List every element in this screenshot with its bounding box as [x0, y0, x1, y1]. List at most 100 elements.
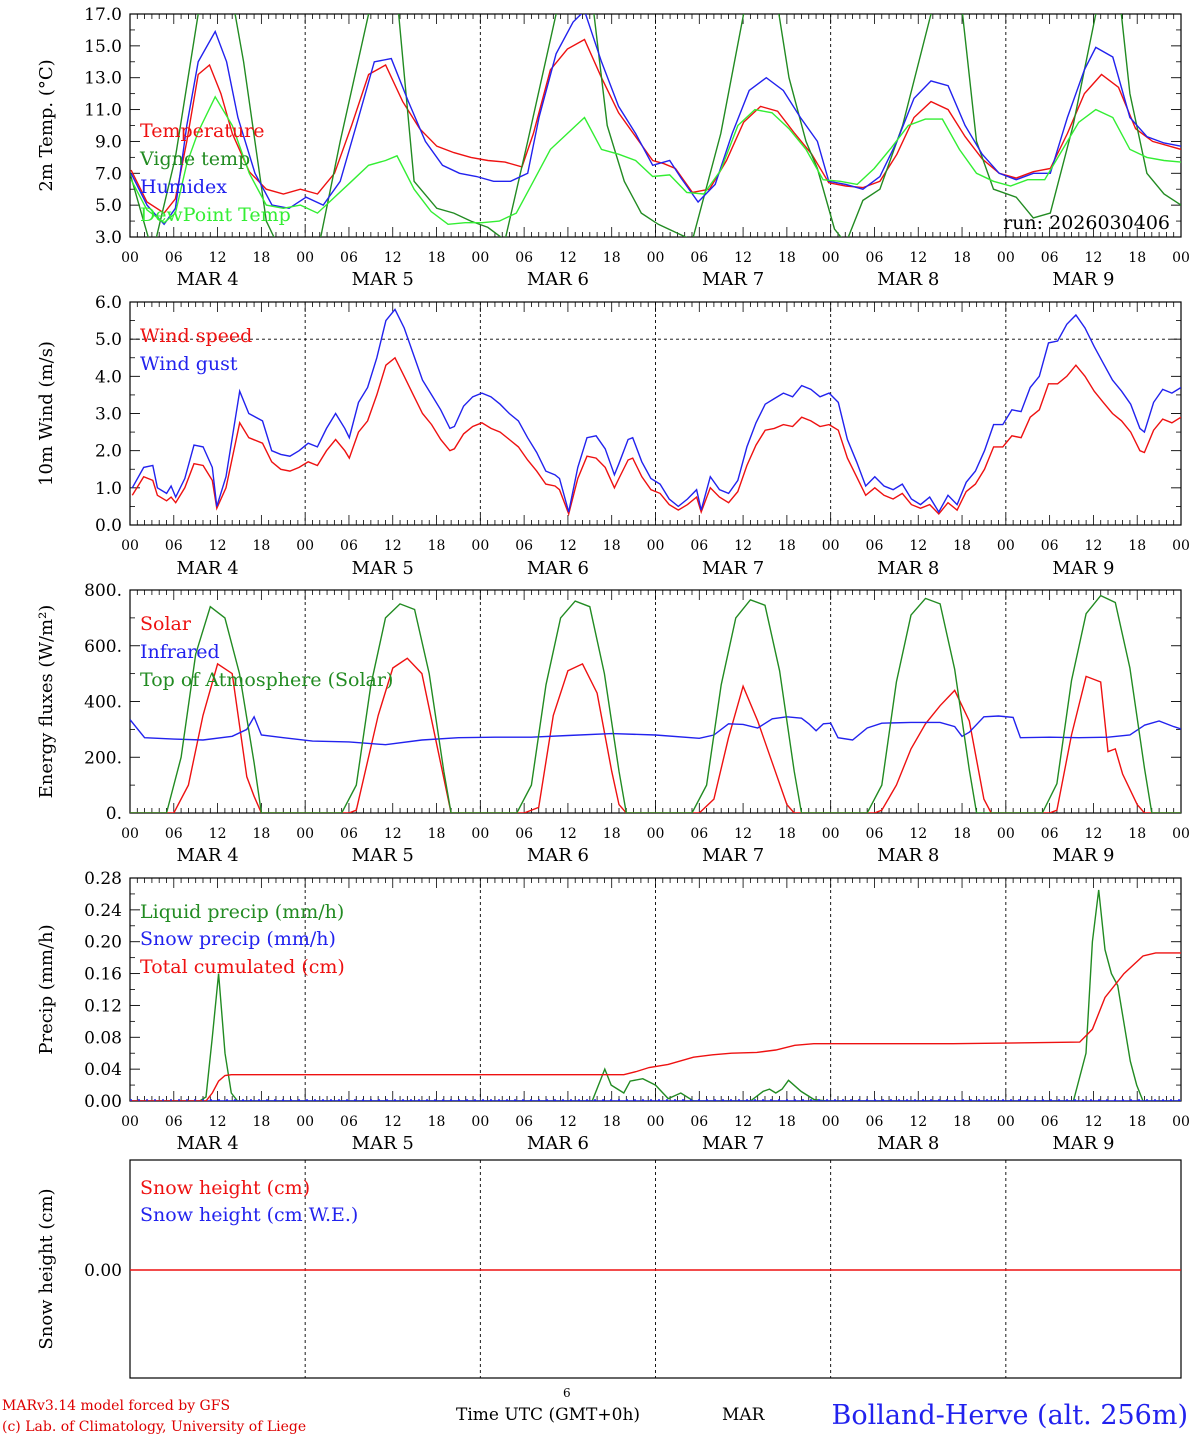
x-tick-label: 00 — [471, 1114, 489, 1130]
x-tick-label: 06 — [1041, 250, 1059, 266]
y-tick-label: 13.0 — [84, 69, 122, 89]
day-label: MAR 9 — [1052, 1133, 1114, 1154]
x-tick-label: 18 — [778, 538, 796, 554]
day-label: MAR 7 — [702, 1133, 764, 1154]
series-line-wind-gust — [131, 308, 1181, 514]
month-number: 6 — [563, 1386, 571, 1400]
x-tick-label: 12 — [559, 826, 577, 842]
x-tick-label: 12 — [909, 538, 927, 554]
day-label: MAR 6 — [527, 845, 589, 866]
x-tick-label: 18 — [603, 250, 621, 266]
x-tick-label: 00 — [822, 1114, 840, 1130]
day-label: MAR 5 — [352, 269, 414, 290]
y-tick-label: 4.0 — [95, 367, 122, 387]
x-tick-label: 18 — [428, 826, 446, 842]
y-tick-label: 11.0 — [84, 101, 122, 121]
x-tick-label: 06 — [165, 250, 183, 266]
x-tick-label: 00 — [471, 250, 489, 266]
day-label: MAR 8 — [877, 558, 939, 579]
x-tick-label: 00 — [822, 250, 840, 266]
x-tick-label: 00 — [471, 538, 489, 554]
x-tick-label: 00 — [296, 826, 314, 842]
y-tick-label: 6.0 — [95, 293, 122, 313]
x-tick-label: 06 — [165, 826, 183, 842]
series-line-liquid-precip-mm-h — [130, 889, 1181, 1101]
y-axis-title: 10m Wind (m/s) — [36, 341, 57, 486]
legend-toa-solar: Top of Atmosphere (Solar) — [140, 669, 393, 691]
x-tick-label: 18 — [603, 1114, 621, 1130]
y-tick-label: 0.28 — [84, 869, 122, 889]
x-tick-label: 00 — [1172, 826, 1190, 842]
x-tick-label: 18 — [252, 538, 270, 554]
x-tick-label: 12 — [559, 250, 577, 266]
x-tick-label: 00 — [121, 826, 139, 842]
x-tick-label: 00 — [997, 826, 1015, 842]
series-line-total-cumulated-cm — [130, 952, 1181, 1101]
x-tick-label: 12 — [909, 1114, 927, 1130]
x-tick-label: 12 — [909, 826, 927, 842]
legend-solar: Solar — [140, 613, 192, 635]
x-tick-label: 12 — [209, 1114, 227, 1130]
x-tick-label: 00 — [296, 250, 314, 266]
x-tick-label: 12 — [1085, 250, 1103, 266]
time-axis-title: Time UTC (GMT+0h) — [456, 1405, 641, 1425]
series-line-dewpoint-temp — [130, 95, 1181, 226]
x-tick-label: 06 — [515, 538, 533, 554]
x-tick-label: 00 — [647, 250, 665, 266]
x-tick-label: 18 — [1128, 538, 1146, 554]
x-tick-label: 06 — [690, 538, 708, 554]
x-tick-label: 00 — [1172, 1114, 1190, 1130]
x-tick-label: 00 — [822, 538, 840, 554]
y-axis-title: Snow height (cm) — [36, 1188, 57, 1349]
day-label: MAR 5 — [352, 1133, 414, 1154]
legend-snow-precip: Snow precip (mm/h) — [140, 928, 336, 950]
x-tick-label: 00 — [121, 250, 139, 266]
model-credit: MARv3.14 model forced by GFS — [2, 1398, 231, 1414]
legend-humidex: Humidex — [140, 176, 227, 198]
x-tick-label: 00 — [121, 1114, 139, 1130]
x-tick-label: 00 — [997, 250, 1015, 266]
x-tick-label: 12 — [734, 1114, 752, 1130]
day-label: MAR 8 — [877, 1133, 939, 1154]
y-tick-label: 0.12 — [84, 996, 122, 1016]
series-line-infrared — [130, 715, 1181, 746]
legend-liquid-precip: Liquid precip (mm/h) — [140, 901, 344, 923]
x-tick-label: 06 — [690, 826, 708, 842]
y-tick-label: 800. — [84, 581, 122, 601]
x-tick-label: 18 — [428, 1114, 446, 1130]
legend-temperature: Temperature — [140, 120, 264, 142]
y-tick-label: 5.0 — [95, 196, 122, 216]
y-tick-label: 0.24 — [84, 901, 122, 921]
x-tick-label: 18 — [778, 826, 796, 842]
x-tick-label: 06 — [866, 1114, 884, 1130]
x-tick-label: 18 — [603, 826, 621, 842]
x-tick-label: 18 — [252, 826, 270, 842]
x-tick-label: 12 — [1085, 1114, 1103, 1130]
x-tick-label: 18 — [252, 1114, 270, 1130]
x-tick-label: 00 — [997, 538, 1015, 554]
run-annotation: run: 2026030406 — [1003, 212, 1170, 234]
x-tick-label: 00 — [647, 1114, 665, 1130]
x-tick-label: 06 — [1041, 1114, 1059, 1130]
y-tick-label: 15.0 — [84, 37, 122, 57]
y-tick-label: 17.0 — [84, 5, 122, 25]
x-tick-label: 12 — [209, 538, 227, 554]
x-tick-label: 06 — [340, 826, 358, 842]
legend-snow-height-we: Snow height (cm W.E.) — [140, 1204, 358, 1226]
month-label: MAR — [722, 1405, 765, 1425]
y-tick-label: 0.08 — [84, 1028, 122, 1048]
x-tick-label: 12 — [384, 826, 402, 842]
x-tick-label: 00 — [647, 538, 665, 554]
day-label: MAR 4 — [177, 1133, 239, 1154]
y-tick-label: 400. — [84, 693, 122, 713]
x-tick-label: 06 — [165, 538, 183, 554]
x-tick-label: 06 — [165, 1114, 183, 1130]
x-tick-label: 00 — [1172, 538, 1190, 554]
day-label: MAR 9 — [1052, 558, 1114, 579]
day-label: MAR 6 — [527, 1133, 589, 1154]
x-tick-label: 18 — [1128, 826, 1146, 842]
legend-total-cumulated: Total cumulated (cm) — [140, 956, 345, 978]
y-tick-label: 5.0 — [95, 330, 122, 350]
x-tick-label: 18 — [953, 538, 971, 554]
